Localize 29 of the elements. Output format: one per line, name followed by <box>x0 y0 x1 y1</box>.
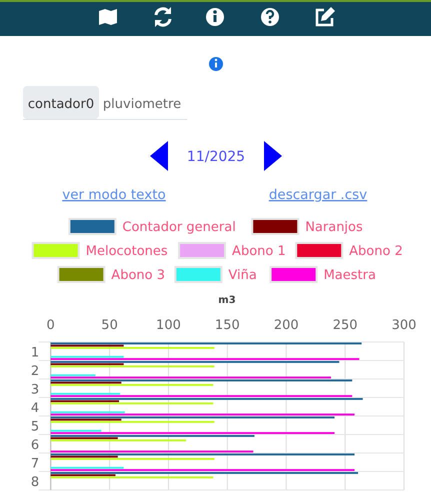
legend-label: Abono 3 <box>111 268 166 283</box>
x-tick-label: 200 <box>274 318 299 333</box>
legend-label: Abono 2 <box>349 244 403 259</box>
legend-label: Maestra <box>324 268 376 283</box>
x-axis-title: m3 <box>218 295 236 306</box>
x-tick-label: 150 <box>214 318 240 333</box>
legend-label: Abono 1 <box>232 244 286 259</box>
x-tick-label: 250 <box>332 318 358 333</box>
text: contador0 <box>28 97 94 112</box>
y-tick-label: 7 <box>30 456 40 472</box>
chart-title: 11/2025 <box>186 149 246 165</box>
y-tick-label: 4 <box>30 400 40 416</box>
text: pluviometre <box>102 97 182 112</box>
y-tick-label: 6 <box>30 438 40 453</box>
x-tick-label: 300 <box>392 318 416 333</box>
y-tick-label: 8 <box>30 474 40 490</box>
legend-label: Viña <box>228 268 257 283</box>
x-tick-label: 0 <box>46 318 55 333</box>
y-tick-label: 1 <box>30 345 40 360</box>
legend-label: Naranjos <box>305 220 364 235</box>
text: ver modo texto <box>62 187 166 203</box>
x-tick-label: 50 <box>101 318 118 333</box>
text: descargar .csv <box>268 187 368 203</box>
x-tick-label: 100 <box>156 318 181 333</box>
y-tick-label: 2 <box>30 364 40 379</box>
y-tick-label: 5 <box>30 419 40 434</box>
legend-label: Melocotones <box>86 244 168 259</box>
y-tick-label: 3 <box>30 382 40 398</box>
legend-label: Contador general <box>122 220 236 235</box>
